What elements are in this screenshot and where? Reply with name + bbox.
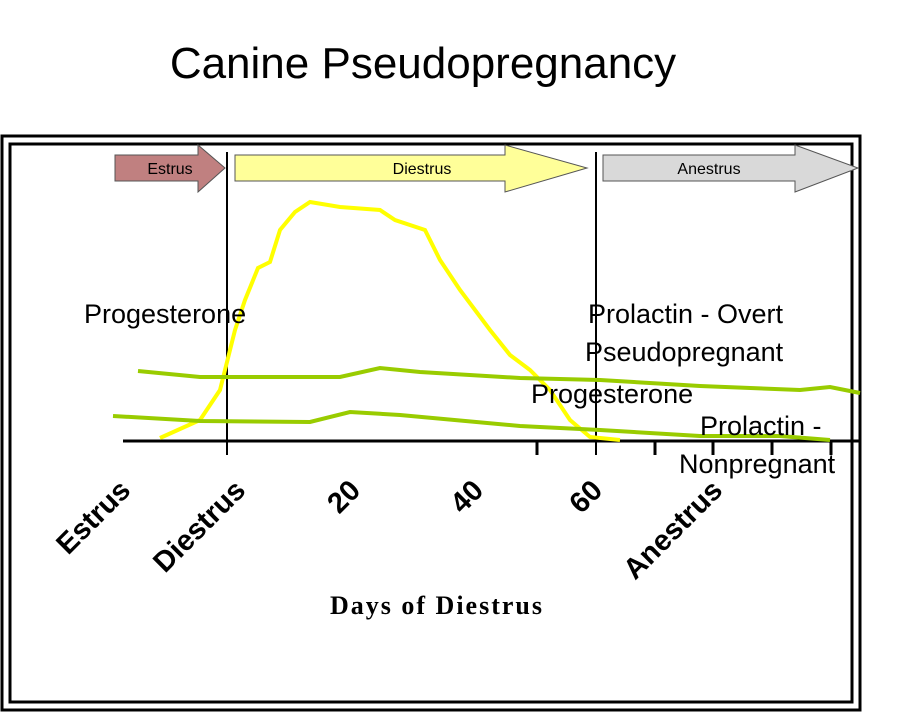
title: Canine Pseudopregnancy: [170, 39, 676, 88]
curve-label: Prolactin - Overt: [588, 299, 784, 329]
phase-label: Estrus: [147, 161, 192, 178]
curve-labels: Progesterone Prolactin - Overt Pseudopre…: [84, 299, 836, 479]
curve-label: Pseudopregnant: [585, 337, 784, 367]
outer-frame: [0, 134, 862, 712]
phase-arrow: [234, 144, 589, 193]
phase-label: Diestrus: [393, 161, 452, 178]
phase-arrow: [114, 143, 226, 194]
x-label: 40: [445, 474, 490, 519]
curve-label: Progesterone: [531, 379, 693, 409]
phase-arrow: [602, 144, 860, 193]
inner-frame: [8, 142, 854, 704]
prolactin-overt-curve: [137, 365, 861, 395]
x-axis-title: Days of Diestrus: [330, 591, 544, 620]
curve-label: Nonpregnant: [679, 449, 836, 479]
curve-label: Prolactin -: [700, 411, 822, 441]
x-label: Anestrus: [617, 474, 729, 586]
prolactin-nonpregnant-curve: [112, 409, 831, 442]
x-label: 60: [564, 474, 609, 519]
phase-label: Anestrus: [677, 161, 740, 178]
x-label: Diestrus: [147, 474, 252, 579]
x-labels: Estrus Diestrus 20 40 60 Anestrus: [50, 474, 728, 586]
curve-label: Progesterone: [84, 299, 246, 329]
ticks: [535, 441, 833, 455]
x-label: 20: [322, 474, 367, 519]
x-label: Estrus: [50, 474, 136, 560]
